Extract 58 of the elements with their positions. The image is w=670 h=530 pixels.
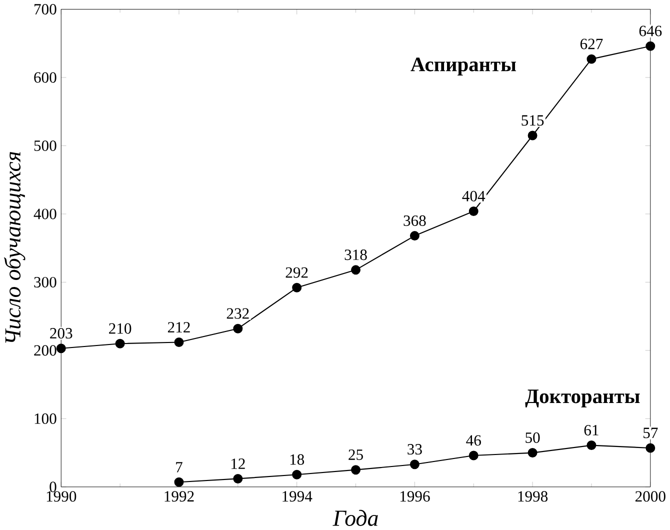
y-tick-label: 400 <box>34 208 56 220</box>
point <box>56 344 66 354</box>
data-label: 404 <box>462 190 486 202</box>
point <box>528 130 538 140</box>
point <box>468 206 478 216</box>
point <box>351 465 361 475</box>
point <box>174 477 184 487</box>
y-axis-title: Число обучающихся <box>4 152 26 343</box>
x-tick-label: 1994 <box>282 491 312 502</box>
y-tick-label: 500 <box>34 140 56 152</box>
y-tick-label: 600 <box>34 72 56 83</box>
point <box>586 440 596 450</box>
data-label: 33 <box>408 444 422 455</box>
point <box>468 450 478 460</box>
x-tick-label: 2000 <box>635 491 666 502</box>
data-label: 61 <box>584 424 598 436</box>
text: Аспиранты <box>410 58 516 76</box>
point <box>351 265 361 275</box>
x-tick-label: 1996 <box>400 491 430 502</box>
point <box>646 443 656 453</box>
data-label: 368 <box>404 215 426 226</box>
data-label: 515 <box>522 115 544 126</box>
data-label: 318 <box>344 250 367 260</box>
point <box>115 338 125 348</box>
y-tick-label: 300 <box>34 276 56 288</box>
x-axis-title: Года <box>332 510 378 526</box>
point <box>410 460 420 470</box>
point <box>233 474 243 484</box>
data-label: 210 <box>109 323 132 334</box>
data-label: 7 <box>176 462 182 472</box>
point <box>646 41 656 51</box>
data-label: 292 <box>286 267 308 278</box>
data-label: 203 <box>50 328 72 339</box>
y-tick-label: 0 <box>50 482 56 492</box>
x-tick-label: 1990 <box>46 491 76 502</box>
data-label: 18 <box>290 454 304 465</box>
point <box>292 470 302 480</box>
data-label: 57 <box>644 428 658 438</box>
point <box>586 54 596 64</box>
data-label: 627 <box>580 38 603 50</box>
data-label: 12 <box>231 458 245 469</box>
x-tick-label: 1992 <box>164 491 194 502</box>
point <box>292 282 302 292</box>
data-label: 232 <box>226 308 249 319</box>
point <box>174 338 184 347</box>
data-label: 212 <box>168 322 190 332</box>
point <box>410 231 420 241</box>
x-tick-label: 1998 <box>518 491 548 502</box>
data-label: 46 <box>466 435 481 446</box>
y-tick-label: 700 <box>34 4 56 15</box>
point <box>233 324 243 334</box>
data-label: 646 <box>639 26 662 36</box>
y-tick-label: 200 <box>34 345 56 356</box>
series-label: Докторанты <box>525 390 640 408</box>
data-label: 25 <box>348 450 363 460</box>
data-label: 50 <box>526 432 540 443</box>
point <box>528 448 538 458</box>
y-tick-label: 100 <box>34 413 56 424</box>
